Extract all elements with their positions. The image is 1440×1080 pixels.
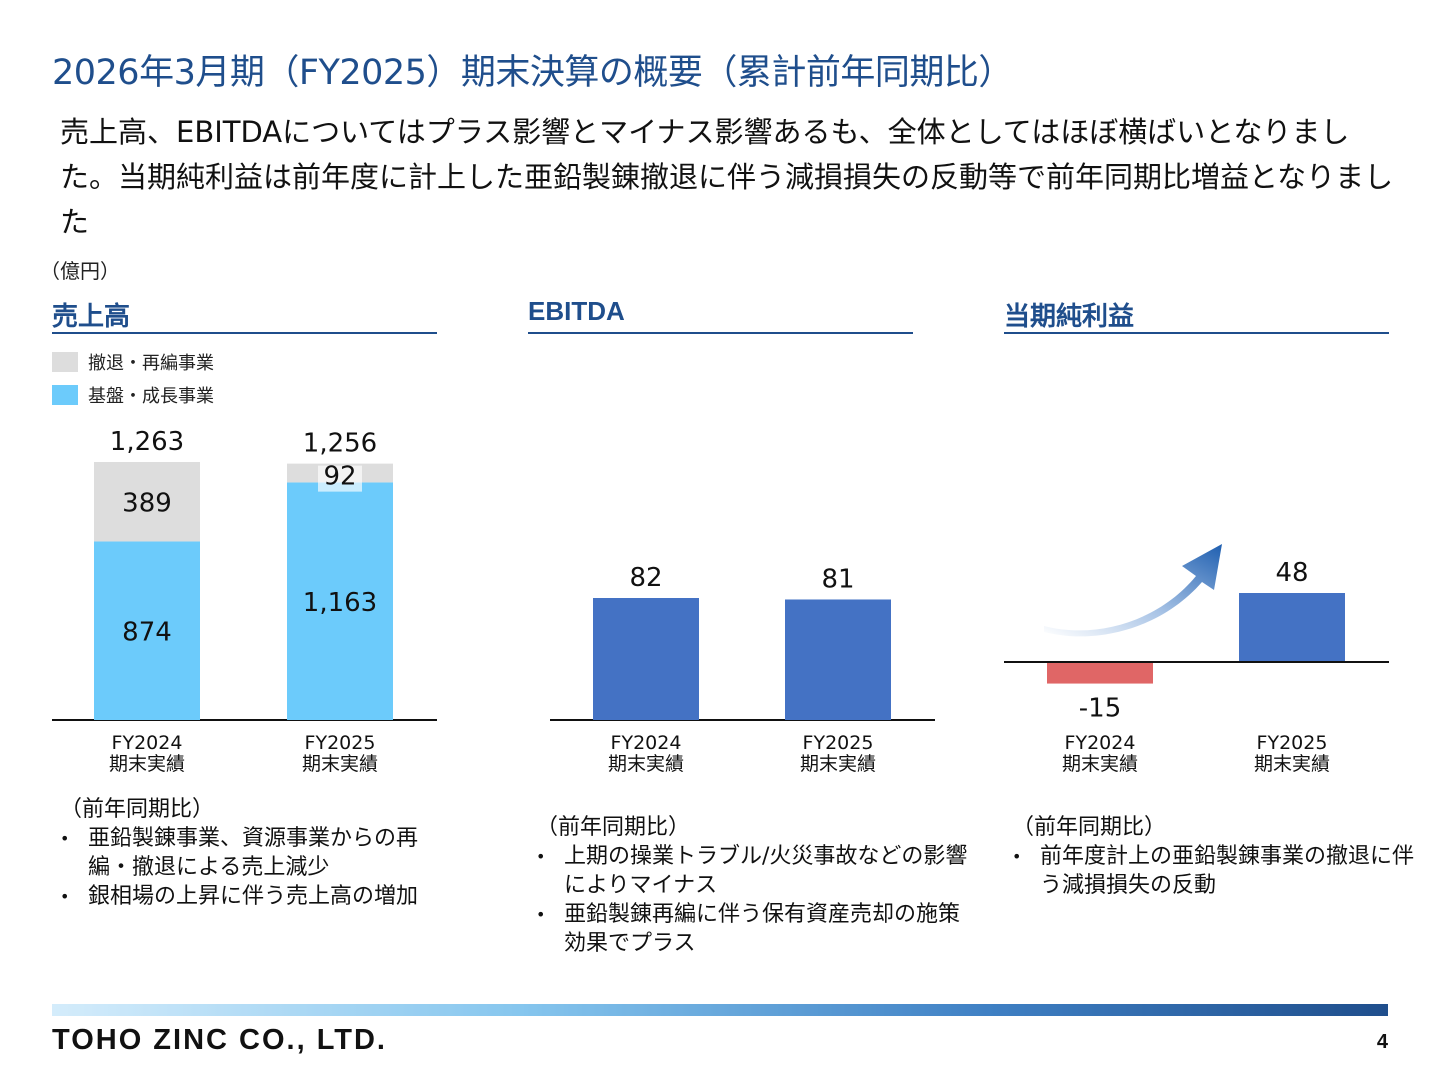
net-income-category-2-line-2: 期末実績 xyxy=(1254,753,1330,775)
page-title: 2026年3月期（FY2025）期末決算の概要（累計前年同期比） xyxy=(52,53,1013,93)
net-income-bar-1 xyxy=(1047,662,1153,684)
ebitda-category-1-line-2: 期末実績 xyxy=(608,753,684,775)
sales-bar-withdrawal-1 xyxy=(94,462,200,542)
ebitda-category-2-line-1: FY2025 xyxy=(803,732,874,754)
note-list-2: 上期の操業トラブル/火災事故などの影響によりマイナス亜鉛製錬再編に伴う保有資産売… xyxy=(528,842,968,958)
legend-label-core: 基盤・成長事業 xyxy=(88,386,214,407)
net-income-bar-2 xyxy=(1239,593,1345,662)
sales-bar-core-1 xyxy=(94,541,200,720)
net-income-category-1-line-2: 期末実績 xyxy=(1062,753,1138,775)
sales-panel-title: 売上高 xyxy=(52,296,437,334)
sales-category-2-line-1: FY2025 xyxy=(305,732,376,754)
sales-core-value-2: 1,163 xyxy=(303,588,377,618)
company-name: TOHO ZINC CO., LTD. xyxy=(52,1024,387,1056)
note-list-1: 亜鉛製錬事業、資源事業からの再編・撤退による売上減少銀相場の上昇に伴う売上高の増… xyxy=(52,824,432,911)
note-list-3: 前年度計上の亜鉛製錬事業の撤退に伴う減損損失の反動 xyxy=(1004,842,1424,900)
footer-gradient-bar xyxy=(52,1004,1388,1016)
growth-arrow-icon xyxy=(1044,544,1222,637)
legend-swatch-withdrawal xyxy=(52,352,78,372)
sales-withdrawal-value-2: 92 xyxy=(323,462,356,492)
sales-category-1-line-1: FY2024 xyxy=(112,732,183,754)
sales-category-2-line-2: 期末実績 xyxy=(302,753,378,775)
ebitda-bar-2 xyxy=(785,599,891,720)
net-income-value-1: -15 xyxy=(1079,694,1121,724)
sales-bar-core-2 xyxy=(287,482,393,720)
note-lead-3: （前年同期比） xyxy=(1012,815,1167,840)
net-income-notes: （前年同期比）前年度計上の亜鉛製錬事業の撤退に伴う減損損失の反動 xyxy=(1004,813,1424,900)
page-number: 4 xyxy=(1376,1031,1388,1053)
ebitda-notes: （前年同期比）上期の操業トラブル/火災事故などの影響によりマイナス亜鉛製錬再編に… xyxy=(528,813,968,958)
note-item: 前年度計上の亜鉛製錬事業の撤退に伴う減損損失の反動 xyxy=(1004,842,1424,900)
note-lead-1: （前年同期比） xyxy=(60,797,215,822)
note-item: 亜鉛製錬再編に伴う保有資産売却の施策効果でプラス xyxy=(528,900,968,958)
charts-canvas: 8743891,263FY2024期末実績1,163921,256FY2025期… xyxy=(52,427,1389,775)
net-income-panel-title: 当期純利益 xyxy=(1004,296,1389,334)
legend-item-withdrawal: 撤退・再編事業 xyxy=(52,349,214,375)
net-income-value-2: 48 xyxy=(1275,558,1308,588)
legend-item-core: 基盤・成長事業 xyxy=(52,382,214,408)
note-item: 上期の操業トラブル/火災事故などの影響によりマイナス xyxy=(528,842,968,900)
ebitda-value-1: 82 xyxy=(629,563,662,593)
note-lead-2: （前年同期比） xyxy=(536,815,691,840)
sales-category-1-line-2: 期末実績 xyxy=(109,753,185,775)
note-item: 亜鉛製錬事業、資源事業からの再編・撤退による売上減少 xyxy=(52,824,432,882)
ebitda-value-2: 81 xyxy=(821,564,854,594)
sales-withdrawal-label-bg-2 xyxy=(318,465,362,492)
ebitda-bar-1 xyxy=(593,598,699,720)
sales-withdrawal-value-1: 389 xyxy=(122,489,172,519)
ebitda-category-1-line-1: FY2024 xyxy=(611,732,682,754)
ebitda-panel-title: EBITDA xyxy=(528,296,913,334)
net-income-category-2-line-1: FY2025 xyxy=(1257,732,1328,754)
unit-label: （億円） xyxy=(40,259,120,283)
sales-total-value-1: 1,263 xyxy=(110,427,184,457)
summary-text: 売上高、EBITDAについてはプラス影響とマイナス影響あるも、全体としてはほぼ横… xyxy=(60,115,1394,239)
ebitda-category-2-line-2: 期末実績 xyxy=(800,753,876,775)
legend-swatch-core xyxy=(52,385,78,405)
sales-core-value-1: 874 xyxy=(122,618,172,648)
net-income-category-1-line-1: FY2024 xyxy=(1065,732,1136,754)
sales-notes: （前年同期比）亜鉛製錬事業、資源事業からの再編・撤退による売上減少銀相場の上昇に… xyxy=(52,795,432,911)
legend-label-withdrawal: 撤退・再編事業 xyxy=(88,353,214,374)
sales-total-value-2: 1,256 xyxy=(303,429,377,459)
note-item: 銀相場の上昇に伴う売上高の増加 xyxy=(52,882,432,911)
